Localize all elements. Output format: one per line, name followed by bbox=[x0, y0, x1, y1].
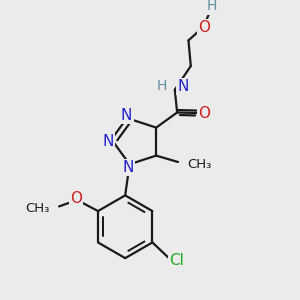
Text: O: O bbox=[70, 191, 82, 206]
Text: N: N bbox=[121, 108, 132, 123]
Text: N: N bbox=[122, 160, 134, 175]
Text: Cl: Cl bbox=[169, 253, 184, 268]
Text: O: O bbox=[198, 20, 210, 35]
Text: CH₃: CH₃ bbox=[26, 202, 50, 215]
Text: O: O bbox=[198, 106, 210, 121]
Text: N: N bbox=[102, 134, 113, 149]
Text: CH₃: CH₃ bbox=[187, 158, 212, 171]
Text: N: N bbox=[177, 79, 188, 94]
Text: H: H bbox=[156, 79, 167, 93]
Text: H: H bbox=[207, 0, 217, 14]
